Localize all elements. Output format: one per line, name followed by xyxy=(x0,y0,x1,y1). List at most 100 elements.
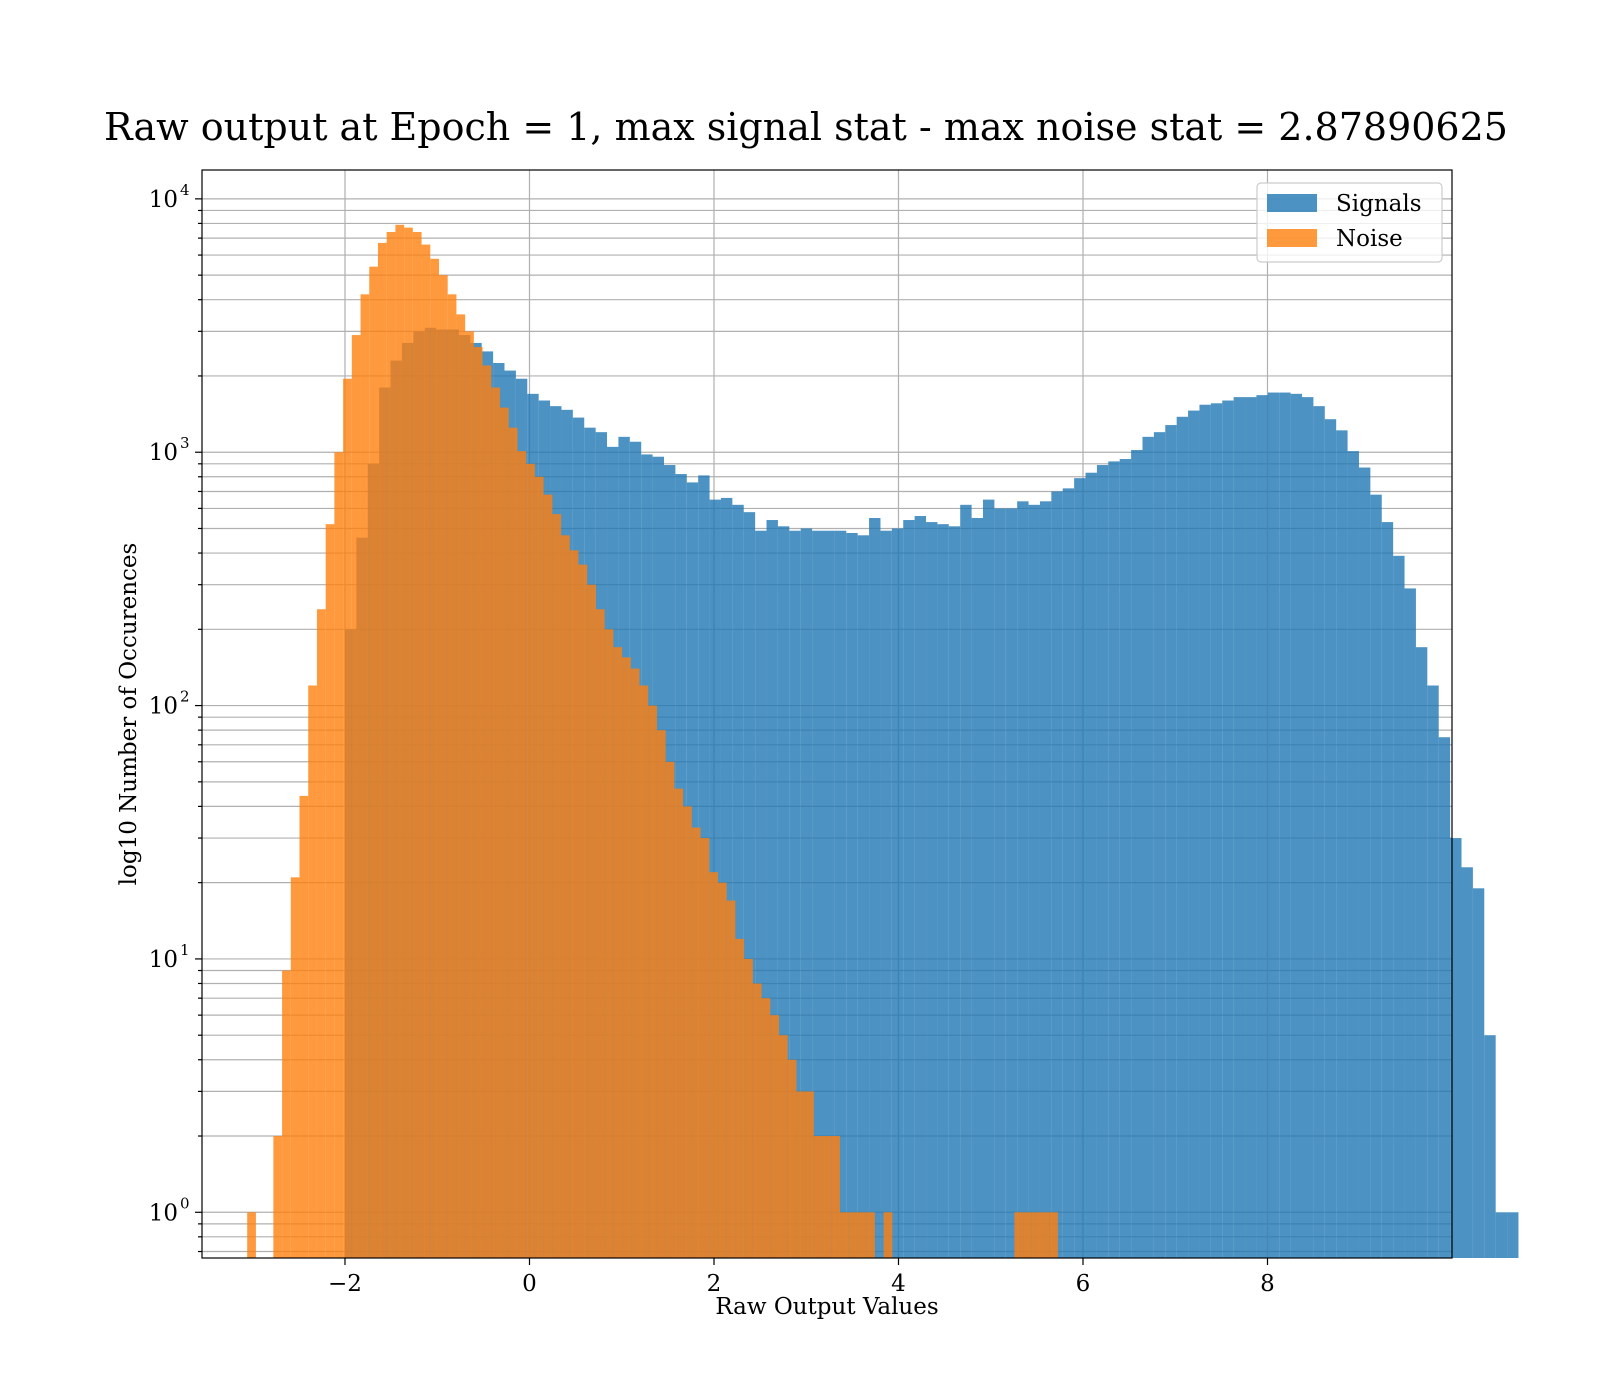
bar-noise xyxy=(491,387,501,1259)
bar-signals xyxy=(766,520,778,1258)
bar-noise xyxy=(805,1091,814,1258)
bar-noise xyxy=(308,685,317,1258)
bar-signals xyxy=(789,530,801,1258)
bar-noise xyxy=(316,609,326,1258)
bar-signals xyxy=(1256,395,1268,1258)
bar-noise xyxy=(744,958,753,1258)
bar-noise xyxy=(813,1136,823,1258)
bar-noise xyxy=(656,730,666,1258)
bar-signals xyxy=(1096,465,1109,1259)
bar-signals xyxy=(720,497,733,1258)
bar-noise xyxy=(787,1059,797,1258)
bar-noise xyxy=(665,761,675,1258)
bar-signals xyxy=(1313,406,1325,1258)
bar-signals xyxy=(1427,685,1439,1258)
bar-signals xyxy=(960,504,972,1258)
bar-signals xyxy=(880,530,892,1258)
bar-noise xyxy=(866,1212,875,1258)
legend: Signals Noise xyxy=(1256,182,1443,263)
bar-signals xyxy=(1039,501,1052,1259)
bar-noise xyxy=(1014,1212,1024,1258)
bar-signals xyxy=(1017,501,1029,1259)
y-tick-exponent: 2 xyxy=(180,688,190,706)
bar-noise xyxy=(343,378,352,1258)
x-axis-label: Raw Output Values xyxy=(715,1294,938,1320)
bar-signals xyxy=(1142,436,1154,1259)
y-tick-label: 10 xyxy=(149,694,178,720)
x-tick-label: 2 xyxy=(707,1271,722,1297)
bar-noise xyxy=(778,1035,788,1258)
bar-noise xyxy=(526,463,535,1258)
bar-signals xyxy=(926,522,938,1258)
bar-signals xyxy=(1404,588,1416,1258)
x-tick-label: 4 xyxy=(891,1271,906,1297)
bar-noise xyxy=(552,514,562,1258)
bar-signals xyxy=(1199,404,1211,1259)
bar-signals xyxy=(982,499,995,1259)
bar-signals xyxy=(1507,1212,1519,1258)
bar-noise xyxy=(709,872,718,1258)
bar-noise xyxy=(726,900,736,1258)
bar-signals xyxy=(994,508,1006,1258)
bar-noise xyxy=(569,550,579,1258)
bar-noise xyxy=(482,365,492,1258)
bar-signals xyxy=(891,528,904,1258)
bar-noise xyxy=(534,476,544,1258)
bar-signals xyxy=(1358,467,1371,1258)
bar-signals xyxy=(1415,647,1428,1258)
bar-noise xyxy=(299,795,309,1258)
bar-signals xyxy=(1381,522,1394,1258)
bar-noise xyxy=(438,275,448,1258)
bar-noise xyxy=(639,685,649,1258)
bar-noise xyxy=(578,564,588,1258)
bar-noise xyxy=(683,806,692,1258)
bar-signals xyxy=(1051,491,1063,1258)
bar-signals xyxy=(937,524,949,1258)
bar-noise xyxy=(369,266,378,1258)
bar-noise xyxy=(717,882,727,1258)
legend-label-noise: Noise xyxy=(1336,226,1403,252)
bar-noise xyxy=(386,231,396,1258)
bar-noise xyxy=(648,705,657,1258)
bar-signals xyxy=(1450,838,1462,1258)
bar-signals xyxy=(1074,478,1086,1258)
y-tick-label: 10 xyxy=(149,1200,178,1226)
bar-noise xyxy=(325,524,335,1258)
bar-signals xyxy=(1472,888,1485,1258)
bar-noise xyxy=(796,1091,806,1258)
bar-noise xyxy=(883,1212,893,1258)
bar-noise xyxy=(500,407,509,1258)
x-tick-label: 6 xyxy=(1076,1271,1091,1297)
bar-noise xyxy=(1031,1212,1041,1258)
bar-noise xyxy=(752,983,762,1258)
bar-signals xyxy=(1461,867,1473,1258)
bar-signals xyxy=(1188,410,1200,1259)
bar-signals xyxy=(1495,1212,1508,1258)
bar-noise xyxy=(630,668,640,1258)
bar-signals xyxy=(1336,430,1348,1258)
bar-noise xyxy=(848,1212,858,1258)
y-tick-exponent: 4 xyxy=(180,181,190,199)
bar-signals xyxy=(1108,461,1120,1258)
chart-title: Raw output at Epoch = 1, max signal stat… xyxy=(104,105,1508,149)
bar-noise xyxy=(447,294,457,1258)
legend-swatch-noise xyxy=(1267,229,1317,247)
bar-noise xyxy=(360,294,370,1258)
bar-signals xyxy=(1165,425,1177,1258)
bar-signals xyxy=(1131,450,1143,1259)
x-tick-label: −2 xyxy=(328,1271,362,1297)
bar-signals xyxy=(857,535,870,1258)
bar-signals xyxy=(1005,508,1018,1258)
bar-signals xyxy=(869,518,881,1258)
bar-noise xyxy=(456,314,466,1258)
bar-noise xyxy=(395,224,405,1258)
plot-area-frame xyxy=(201,169,1453,1259)
bar-noise xyxy=(247,1212,256,1258)
bar-signals xyxy=(1085,472,1097,1258)
bar-signals xyxy=(1290,393,1302,1258)
bar-noise xyxy=(822,1136,832,1258)
bar-noise xyxy=(604,629,614,1258)
bar-noise xyxy=(587,584,596,1258)
y-axis-label: log10 Number of Occurences xyxy=(116,543,142,886)
